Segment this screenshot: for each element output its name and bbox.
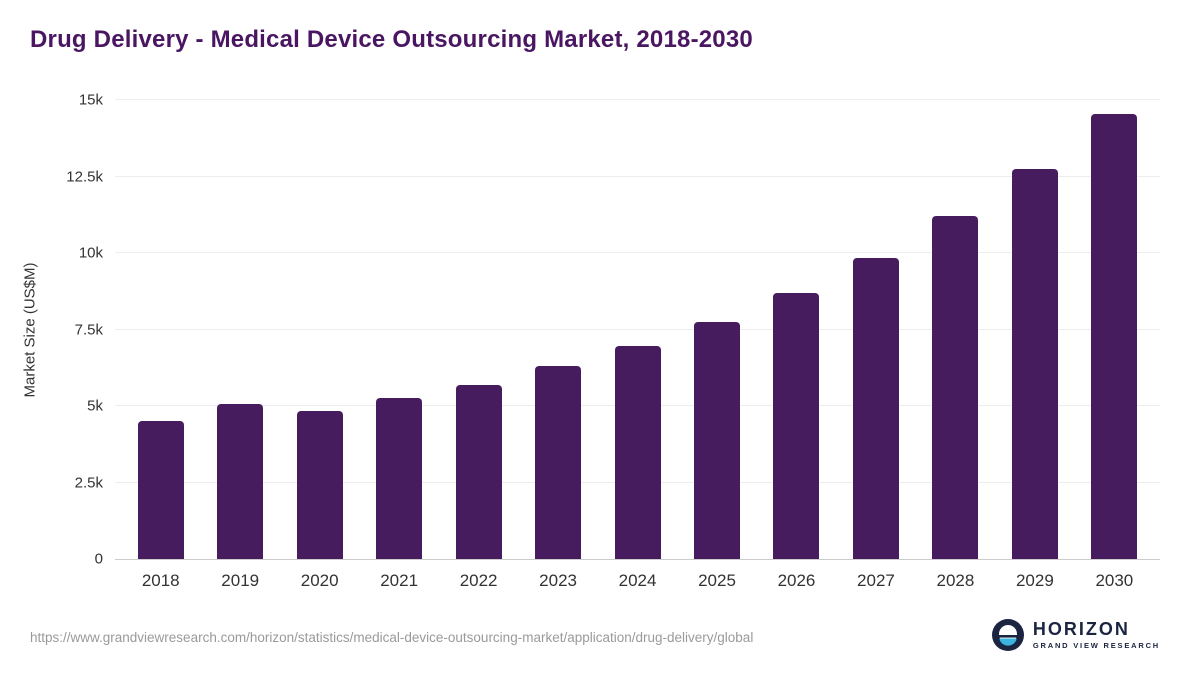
logo-text: HORIZON GRAND VIEW RESEARCH (1032, 618, 1160, 650)
bar-column-2030: 2030 (1075, 100, 1154, 590)
bar-column-2026: 2026 (757, 100, 836, 590)
x-tick-label-2024: 2024 (618, 571, 657, 590)
x-tick-label-2026: 2026 (777, 571, 816, 590)
y-tick-label: 0 (94, 550, 103, 568)
bar-column-2021: 2021 (359, 100, 438, 590)
x-tick-label-2020: 2020 (300, 571, 339, 590)
bar-2030[interactable] (1091, 113, 1138, 559)
y-tick-label: 12.5k (66, 168, 103, 185)
gridline (115, 328, 1160, 330)
logo-subtitle: GRAND VIEW RESEARCH (1032, 640, 1160, 650)
bar-2029[interactable] (1011, 168, 1058, 559)
bar-column-2024: 2024 (598, 100, 677, 590)
plot-area: 0 2.5k 5k 7.5k 10k 12.5k 15k 2018 2019 2020 2021 20… (66, 92, 1160, 590)
y-tick-label: 15k (78, 91, 103, 109)
chart-title: Drug Delivery - Medical Device Outsourci… (30, 26, 753, 53)
horizon-logo-icon (991, 619, 1024, 651)
y-axis-label: Market Size (US$M) (21, 262, 39, 398)
x-tick-label-2018: 2018 (141, 571, 180, 590)
brand-logo: HORIZON GRAND VIEW RESEARCH (991, 618, 1160, 651)
gridline (115, 252, 1160, 254)
bar-column-2018: 2018 (121, 100, 200, 590)
bar-2026[interactable] (773, 292, 820, 559)
bar-column-2023: 2023 (518, 100, 597, 590)
bar-column-2029: 2029 (995, 100, 1074, 590)
x-tick-label-2029: 2029 (1015, 571, 1054, 590)
x-tick-label-2021: 2021 (380, 571, 419, 590)
bar-2025[interactable] (694, 321, 741, 559)
bar-column-2020: 2020 (280, 100, 359, 590)
bar-column-2019: 2019 (200, 100, 279, 590)
bar-column-2027: 2027 (836, 100, 915, 590)
y-tick-label: 5k (87, 397, 103, 415)
bar-2027[interactable] (852, 257, 899, 559)
x-tick-label-2025: 2025 (698, 571, 736, 590)
x-tick-label-2030: 2030 (1095, 571, 1134, 590)
y-tick-label: 2.5k (74, 474, 103, 492)
bar-2020[interactable] (296, 410, 343, 559)
bar-2028[interactable] (932, 216, 979, 559)
logo-title: HORIZON (1032, 618, 1130, 639)
bar-column-2025: 2025 (677, 100, 756, 590)
x-tick-label-2028: 2028 (936, 571, 975, 590)
bar-column-2028: 2028 (916, 100, 995, 590)
x-tick-label-2022: 2022 (459, 571, 498, 590)
gridline (115, 175, 1160, 177)
x-tick-label-2019: 2019 (221, 571, 260, 590)
bar-2023[interactable] (535, 366, 582, 559)
bar-2021[interactable] (376, 398, 423, 559)
x-tick-label-2027: 2027 (857, 571, 895, 590)
x-tick-label-2023: 2023 (539, 571, 577, 590)
bars-container: 2018 2019 2020 2021 2022 2023 2024 2025 2026 2027… (115, 100, 1160, 590)
bar-2019[interactable] (217, 404, 264, 559)
y-tick-label: 10k (78, 244, 103, 262)
y-tick-label: 7.5k (74, 321, 103, 338)
bar-column-2022: 2022 (439, 100, 518, 590)
source-url[interactable]: https://www.grandviewresearch.com/horizo… (30, 630, 754, 645)
gridline (115, 99, 1160, 100)
bar-2022[interactable] (455, 384, 502, 559)
bar-2018[interactable] (137, 421, 184, 559)
bar-2024[interactable] (614, 346, 661, 559)
